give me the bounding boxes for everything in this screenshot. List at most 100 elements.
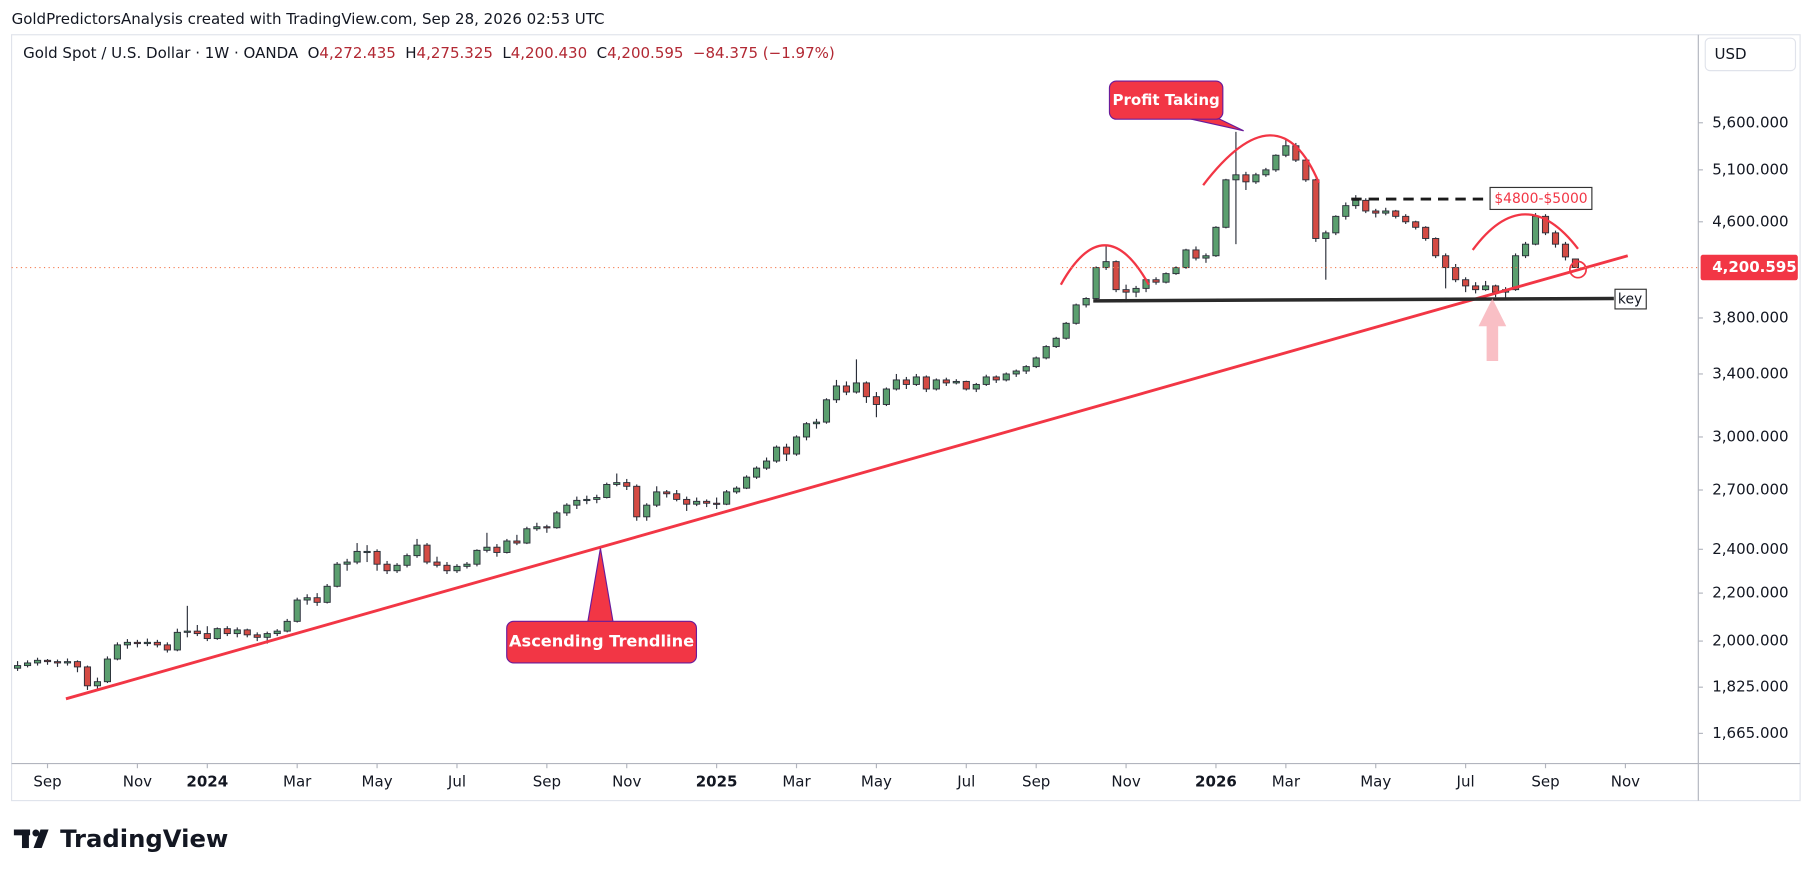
ohlc-value: 4,272.435 xyxy=(319,44,395,62)
brand: TradingView xyxy=(60,824,228,853)
ohlc-key: C xyxy=(597,44,607,62)
candle-body xyxy=(1152,279,1160,283)
ohlc-value: 4,200.430 xyxy=(511,44,587,62)
x-tick-label: 2025 xyxy=(696,773,738,791)
candle-body xyxy=(1052,337,1060,348)
brand-logo xyxy=(13,829,49,849)
candle-body xyxy=(393,564,401,572)
candle-body xyxy=(83,666,92,687)
x-tick-label: 2026 xyxy=(1195,773,1237,791)
candle-body xyxy=(483,546,491,551)
x-tick-label: May xyxy=(1360,773,1391,791)
candle-body xyxy=(533,526,541,530)
candle-body xyxy=(413,544,421,557)
candle-body xyxy=(1252,174,1260,183)
target-label: $4800-$5000 xyxy=(1494,191,1587,207)
candle-body xyxy=(1062,322,1070,339)
candle-body xyxy=(263,633,271,638)
y-tick-label: 5,100.000 xyxy=(1712,160,1788,178)
candle-body xyxy=(792,436,801,455)
candle-body xyxy=(842,385,851,393)
candle-body xyxy=(1222,179,1230,228)
candle-body xyxy=(43,659,52,663)
candle-body xyxy=(203,633,211,640)
candle-body xyxy=(443,564,451,572)
candle-body xyxy=(1472,285,1480,291)
x-tick-label: Sep xyxy=(1022,773,1050,791)
candle-body xyxy=(1432,238,1440,257)
candle-body xyxy=(912,376,920,385)
candle-body xyxy=(1212,226,1220,257)
y-tick-label: 4,600.000 xyxy=(1712,212,1788,230)
x-tick-label: Jul xyxy=(956,773,975,791)
candle-body xyxy=(862,382,870,398)
x-tick-label: Sep xyxy=(33,773,61,791)
candle-body xyxy=(1422,226,1430,239)
candle-body xyxy=(653,491,661,506)
ohlc-value: 4,200.595 xyxy=(607,44,683,62)
last-price-tag xyxy=(1700,254,1798,281)
y-tick-label: 2,200.000 xyxy=(1712,584,1788,602)
x-tick-label: Nov xyxy=(1611,773,1640,791)
candle-body xyxy=(1332,215,1340,234)
candle-body xyxy=(553,512,561,529)
candle-body xyxy=(1561,243,1570,258)
candle-body xyxy=(683,498,691,505)
candle-body xyxy=(603,483,611,498)
candle-body xyxy=(713,502,721,505)
candle-body xyxy=(343,561,351,565)
currency: USD xyxy=(1715,45,1747,63)
candle-body xyxy=(1042,346,1050,359)
x-tick-label: Jul xyxy=(447,773,466,791)
candle-body xyxy=(882,388,890,405)
x-tick-label: Nov xyxy=(1111,773,1140,791)
candle-body xyxy=(723,491,731,505)
candle-body xyxy=(1272,154,1280,171)
candle-body xyxy=(1072,304,1080,324)
candle-body xyxy=(1232,174,1240,181)
candle-body xyxy=(1112,261,1120,291)
candle-body xyxy=(1022,366,1030,372)
candle-body xyxy=(503,540,511,553)
arc xyxy=(1202,134,1320,186)
candle-body xyxy=(1092,267,1100,299)
candle-body xyxy=(663,491,671,495)
currency-box[interactable] xyxy=(1704,37,1797,72)
candle-body xyxy=(772,446,781,462)
candle-body xyxy=(952,380,960,384)
candle-body xyxy=(1102,261,1110,269)
candle-body xyxy=(1442,255,1450,269)
candle-body xyxy=(1511,255,1520,291)
y-tick-label: 1,665.000 xyxy=(1712,724,1788,742)
trendline xyxy=(65,254,1629,701)
candle-body xyxy=(922,376,930,390)
candle-body xyxy=(403,555,411,566)
candle-body xyxy=(962,380,970,390)
candle-body xyxy=(1452,267,1460,281)
ohlc-key: O xyxy=(308,44,320,62)
candle-body xyxy=(782,446,791,455)
candle-body xyxy=(1172,267,1180,275)
last-price-label: 4,200.595 xyxy=(1712,258,1797,276)
x-tick-label: Sep xyxy=(1531,773,1559,791)
arrow xyxy=(1478,298,1507,361)
candle-body xyxy=(1002,373,1010,381)
candle-body xyxy=(902,379,910,385)
x-tick-label: Mar xyxy=(782,773,811,791)
candle-body xyxy=(802,423,811,438)
x-tick-label: Sep xyxy=(533,773,561,791)
candle-body xyxy=(1262,169,1270,176)
logo-part xyxy=(32,829,40,837)
frame xyxy=(10,34,1801,802)
candle-body xyxy=(173,631,181,651)
candle-body xyxy=(123,641,131,646)
ohlc-key: H xyxy=(405,44,416,62)
candle-body xyxy=(832,385,841,401)
y-tick-label: 2,700.000 xyxy=(1712,481,1788,499)
candle-body xyxy=(273,630,281,635)
candle-body xyxy=(633,485,641,518)
candle-body xyxy=(1462,279,1470,287)
candle-body xyxy=(1162,273,1170,283)
candle-body xyxy=(213,628,221,640)
